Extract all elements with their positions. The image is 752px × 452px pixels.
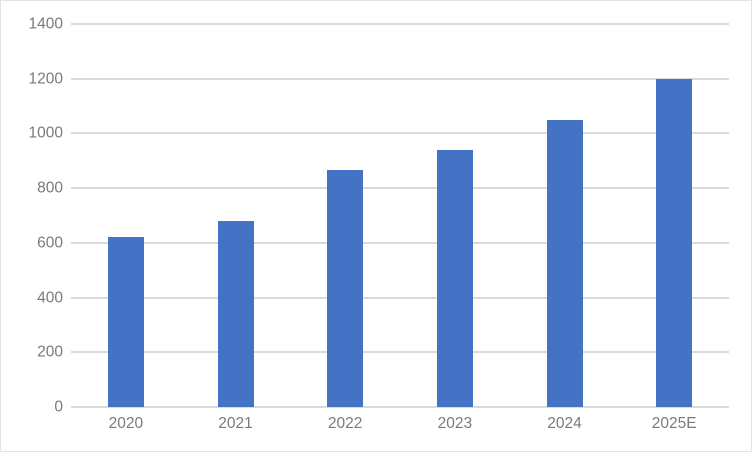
y-tick-label: 600: [37, 234, 63, 252]
y-tick-label: 0: [54, 398, 63, 416]
gridline-600: [71, 241, 729, 244]
gridline-200: [71, 351, 729, 354]
bar-2021[interactable]: [217, 220, 254, 407]
plot-area: [71, 23, 729, 408]
gridline-1400: [71, 23, 729, 25]
x-tick-label: 2024: [547, 415, 582, 432]
x-tick-label: 2023: [437, 415, 473, 432]
x-tick-label: 2025E: [651, 415, 697, 432]
bar-2022[interactable]: [327, 170, 364, 407]
x-tick-label: 2021: [218, 415, 253, 432]
y-tick-label: 800: [37, 179, 63, 197]
bar-2024[interactable]: [546, 119, 583, 407]
y-tick-label: 1400: [28, 15, 63, 33]
x-tick-label: 2022: [327, 415, 363, 432]
y-tick-label: 1000: [28, 124, 63, 142]
x-axis: 2020 2021 2022 2023 2024 2025E: [71, 416, 729, 440]
y-tick-label: 1200: [28, 69, 63, 87]
gridline-1000: [71, 132, 729, 135]
y-tick-label: 200: [37, 343, 63, 361]
gridline-800: [71, 187, 729, 190]
y-axis: 0 200 400 600 800 1000 1200 1400: [1, 1, 63, 451]
x-tick-label: 2020: [108, 415, 144, 432]
gridline-400: [71, 296, 729, 299]
y-tick-label: 400: [37, 288, 63, 306]
gridline-0: [71, 406, 729, 408]
gridline-1200: [71, 77, 729, 80]
bar-2020[interactable]: [107, 237, 144, 407]
bar-2025E[interactable]: [656, 78, 693, 407]
bar-2023[interactable]: [436, 149, 473, 407]
